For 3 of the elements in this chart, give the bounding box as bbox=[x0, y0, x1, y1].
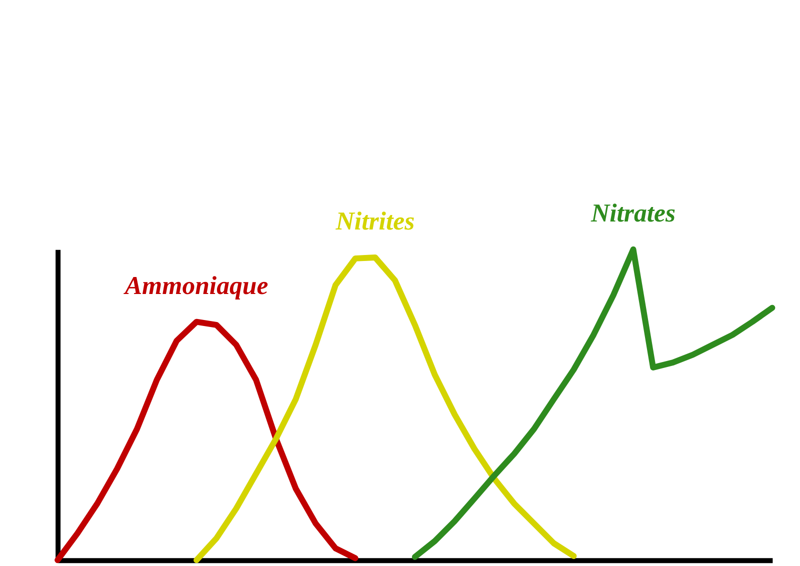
series-label: Nitrites bbox=[334, 206, 415, 236]
series-label: Ammoniaque bbox=[122, 271, 268, 300]
series-label: Nitrates bbox=[590, 198, 676, 228]
